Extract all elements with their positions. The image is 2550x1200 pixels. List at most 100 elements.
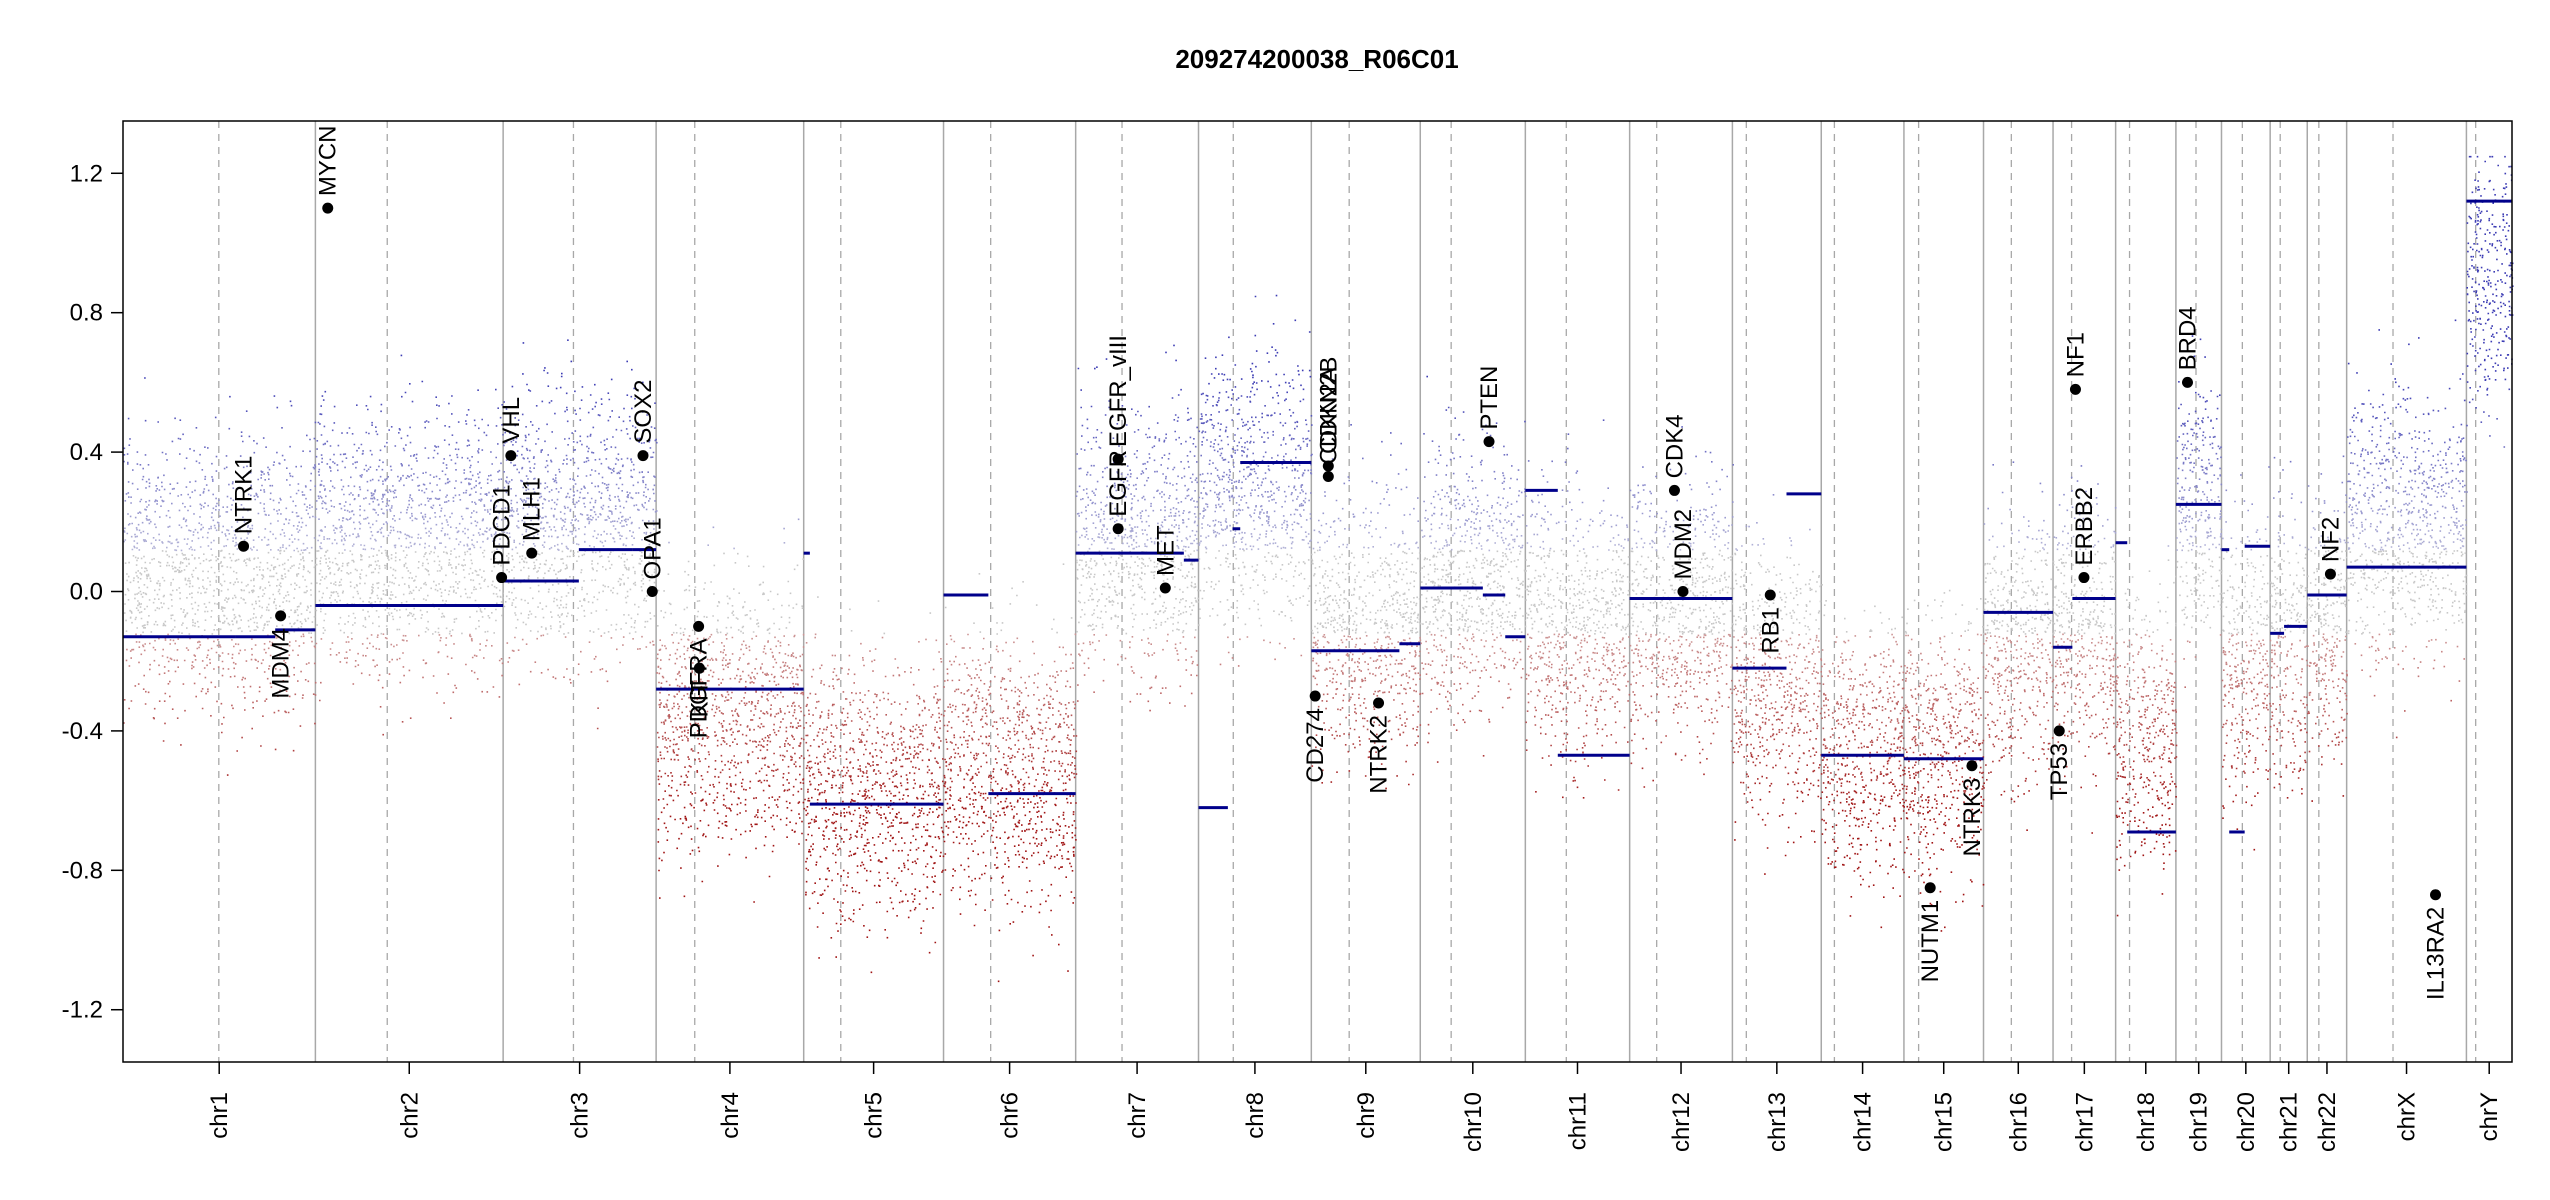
probe-point-cloud — [664, 718, 2346, 722]
chart-title: 209274200038_R06C01 — [1175, 44, 1459, 74]
probe-point-cloud — [138, 646, 2371, 649]
probe-point-cloud — [661, 734, 2254, 738]
probe-point-cloud — [691, 792, 2303, 795]
probe-point-cloud — [174, 670, 2318, 674]
x-tick-label: chr14 — [1850, 1092, 1877, 1152]
probe-point-cloud — [246, 472, 2424, 475]
probe-point-cloud — [126, 648, 2380, 652]
y-tick-label: 0.8 — [70, 300, 103, 327]
gene-point — [1924, 882, 1936, 894]
probe-point-cloud — [375, 430, 2431, 433]
probe-point-cloud — [683, 781, 2162, 784]
y-tick-label: -0.4 — [62, 718, 103, 745]
probe-point-cloud — [676, 728, 2303, 731]
gene-point — [238, 540, 250, 552]
probe-point-cloud — [324, 390, 2197, 394]
probe-point-cloud — [555, 386, 2489, 390]
probe-point-cloud — [415, 457, 629, 460]
probe-point-cloud — [672, 743, 2264, 746]
probe-point-cloud — [666, 746, 2239, 750]
x-tick-label: chr5 — [861, 1092, 888, 1139]
probe-point-cloud — [145, 486, 2454, 489]
gene-label: NF1 — [2062, 332, 2089, 377]
probe-point-cloud — [153, 717, 2294, 720]
probe-point-cloud — [225, 466, 2444, 470]
probe-point-cloud — [266, 677, 2251, 680]
gene-label: RB1 — [1757, 607, 1784, 654]
gene-point — [693, 662, 705, 674]
probe-point-cloud — [123, 540, 2463, 544]
gene-point — [1322, 470, 1334, 482]
probe-point-cloud — [684, 658, 2383, 661]
probe-point-cloud — [329, 444, 2220, 448]
gene-label: EGFR_vIII — [1105, 335, 1132, 447]
probe-point-cloud — [124, 499, 2463, 503]
probe-point-cloud — [276, 406, 2477, 410]
probe-point-cloud — [683, 805, 2154, 809]
gene-label: CDKN2B — [1315, 357, 1342, 454]
probe-point-cloud — [229, 395, 2219, 399]
probe-point-cloud — [773, 763, 2343, 766]
x-tick-label: chr7 — [1124, 1092, 1151, 1139]
probe-point-cloud — [226, 773, 2142, 777]
probe-point-cloud — [669, 715, 2319, 719]
gene-annotations: NTRK1 MDM4 MYCN PDCD1 VHL MLH1 SOX2 OPA1 PDGFRAK… — [231, 125, 2450, 1000]
x-tick-label: chr17 — [2071, 1092, 2098, 1152]
probe-point-cloud — [657, 760, 2171, 763]
gene-point — [1112, 523, 1124, 535]
gene-label: BRD4 — [2174, 306, 2201, 370]
probe-point-cloud — [698, 724, 2275, 727]
probe-point-cloud — [157, 476, 2430, 479]
probe-point-cloud — [722, 712, 2348, 715]
probe-point-cloud — [367, 408, 2407, 411]
x-tick-label: chr19 — [2186, 1092, 2213, 1152]
probe-point-cloud — [160, 635, 2374, 639]
probe-point-cloud — [176, 537, 2465, 541]
probe-point-cloud — [657, 778, 1060, 781]
probe-point-cloud — [686, 693, 2327, 695]
probe-point-cloud — [236, 749, 2267, 753]
probe-point-cloud — [664, 790, 2169, 793]
chromosome-grid — [218, 121, 2477, 1062]
y-tick-label: 0.0 — [70, 579, 103, 606]
probe-point-cloud — [126, 532, 2460, 535]
probe-point-cloud — [169, 638, 2437, 641]
probe-point-cloud — [161, 654, 2336, 657]
probe-point-cloud — [760, 766, 2302, 770]
gene-label: IL13RA2 — [2423, 907, 2450, 1000]
probe-point-cloud — [2398, 432, 2401, 435]
gene-label: NTRK3 — [1959, 778, 1986, 857]
probe-point-cloud — [161, 451, 2447, 455]
probe-point-cloud — [142, 644, 2459, 648]
gene-point — [1668, 484, 1680, 496]
probe-point-cloud — [858, 708, 2343, 711]
probe-point-cloud — [210, 714, 2330, 718]
x-tick-label: chr15 — [1931, 1092, 1958, 1152]
probe-point-cloud — [193, 654, 2363, 657]
probe-point-cloud — [700, 786, 2145, 789]
probe-point-cloud — [144, 419, 2363, 423]
probe-point-cloud — [657, 798, 2160, 802]
probe-point-cloud — [130, 656, 2466, 660]
probe-point-cloud — [132, 469, 2464, 473]
probe-point-cloud — [665, 738, 2278, 742]
probe-point-cloud — [127, 490, 2468, 494]
probe-point-cloud — [386, 441, 2459, 445]
probe-point-cloud — [163, 671, 2344, 675]
gene-point — [637, 450, 649, 462]
probe-point-cloud — [738, 797, 2159, 800]
gene-label: NTRK2 — [1366, 715, 1393, 794]
gene-label: PDGFRA — [686, 638, 713, 738]
probe-point-cloud — [785, 800, 2313, 804]
probe-point-cloud — [128, 707, 2325, 711]
probe-point-cloud — [123, 447, 2396, 450]
probe-point-cloud — [149, 642, 2315, 645]
probe-point-cloud — [713, 785, 2248, 788]
probe-point-cloud — [155, 489, 2461, 493]
probe-point-cloud — [138, 660, 2422, 664]
gene-label: MYCN — [315, 125, 342, 196]
x-tick-label: chr13 — [1764, 1092, 1791, 1152]
probe-point-cloud — [128, 443, 2379, 446]
probe-point-cloud — [471, 670, 2236, 672]
